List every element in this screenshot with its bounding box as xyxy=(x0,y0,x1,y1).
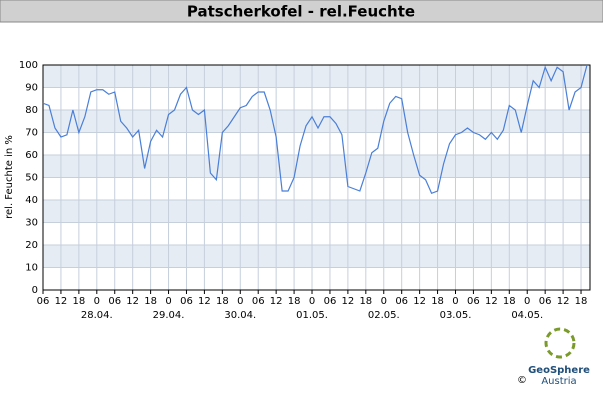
x-tick-label: 06 xyxy=(324,296,337,307)
x-tick-label: 0 xyxy=(309,296,315,307)
y-tick-label: 20 xyxy=(25,240,38,251)
y-tick-label: 60 xyxy=(25,150,38,161)
grid-band xyxy=(43,65,590,88)
x-tick-label: 06 xyxy=(467,296,480,307)
x-tick-label: 0 xyxy=(452,296,458,307)
y-axis-label: rel. Feuchte in % xyxy=(4,135,15,219)
grid-band xyxy=(43,200,590,223)
x-tick-label: 18 xyxy=(288,296,301,307)
x-tick-label: 0 xyxy=(94,296,100,307)
x-tick-label: 0 xyxy=(165,296,171,307)
x-tick-label: 12 xyxy=(413,296,426,307)
logo-icon xyxy=(544,327,576,359)
y-tick-label: 100 xyxy=(19,60,38,71)
x-tick-label: 12 xyxy=(198,296,211,307)
y-tick-label: 30 xyxy=(25,218,38,229)
plot-frame xyxy=(42,64,591,291)
x-tick-label: 12 xyxy=(270,296,283,307)
x-tick-label: 12 xyxy=(485,296,498,307)
x-tick-label: 06 xyxy=(395,296,408,307)
y-tick-label: 10 xyxy=(25,263,38,274)
copyright: © xyxy=(517,375,527,386)
x-tick-label: 12 xyxy=(557,296,570,307)
title-bar xyxy=(0,0,603,23)
x-tick-label: 06 xyxy=(252,296,265,307)
x-tick-label: 06 xyxy=(539,296,552,307)
x-tick-label: 12 xyxy=(55,296,68,307)
x-tick-label: 18 xyxy=(359,296,372,307)
x-tick-label: 0 xyxy=(237,296,243,307)
grid-band xyxy=(43,155,590,178)
date-label: 29.04. xyxy=(153,310,185,321)
x-tick-label: 06 xyxy=(37,296,50,307)
x-tick-label: 18 xyxy=(144,296,157,307)
date-label: 03.05. xyxy=(440,310,472,321)
y-tick-label: 80 xyxy=(25,105,38,116)
x-tick-label: 18 xyxy=(575,296,588,307)
logo: GeoSphere Austria © xyxy=(517,327,590,387)
x-tick-label: 06 xyxy=(180,296,193,307)
logo-name: GeoSphere xyxy=(528,365,590,376)
x-tick-label: 18 xyxy=(216,296,229,307)
x-tick-label: 18 xyxy=(503,296,516,307)
chart-title: Patscherkofel - rel.Feuchte xyxy=(187,3,415,21)
x-tick-label: 18 xyxy=(431,296,444,307)
grid-band xyxy=(43,245,590,268)
line-series xyxy=(42,64,588,195)
x-tick-label: 06 xyxy=(108,296,121,307)
date-label: 04.05. xyxy=(511,310,543,321)
x-tick-label: 18 xyxy=(73,296,86,307)
y-tick-label: 70 xyxy=(25,128,38,139)
y-tick-label: 0 xyxy=(32,285,38,296)
y-tick-label: 90 xyxy=(25,83,38,94)
x-tick-label: 12 xyxy=(126,296,139,307)
x-tick-label: 12 xyxy=(342,296,355,307)
y-tick-label: 40 xyxy=(25,195,38,206)
x-tick-label: 0 xyxy=(524,296,530,307)
grid-band xyxy=(43,110,590,133)
date-label: 30.04. xyxy=(224,310,256,321)
date-label: 01.05. xyxy=(296,310,328,321)
date-label: 02.05. xyxy=(368,310,400,321)
x-tick-label: 0 xyxy=(381,296,387,307)
logo-sub: Austria xyxy=(541,376,576,387)
date-label: 28.04. xyxy=(81,310,113,321)
y-tick-label: 50 xyxy=(25,173,38,184)
